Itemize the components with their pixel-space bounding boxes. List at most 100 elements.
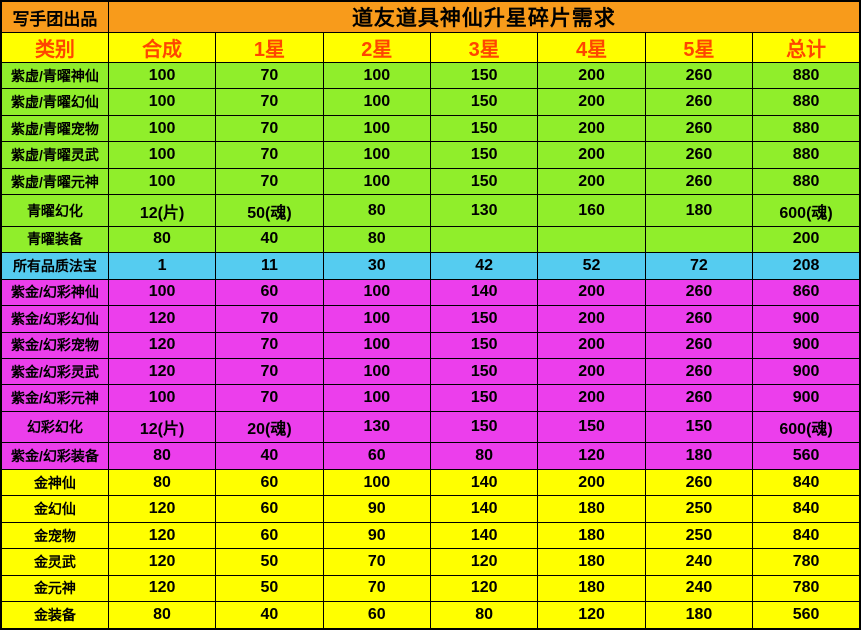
value-cell[interactable]: 100 [322,305,432,333]
value-cell[interactable] [537,225,646,254]
value-cell[interactable]: 100 [322,384,432,412]
value-cell[interactable]: 80 [322,225,432,254]
row-label-cell[interactable]: 紫虚/青曜灵武 [0,141,109,169]
value-cell[interactable]: 200 [537,114,646,143]
row-label-cell[interactable]: 紫虚/青曜元神 [0,167,109,196]
value-cell[interactable]: 560 [752,442,861,470]
value-cell[interactable]: 150 [429,114,539,143]
value-cell[interactable]: 240 [644,574,754,603]
value-cell[interactable]: 12(片) [107,194,217,227]
value-cell[interactable]: 200 [537,278,646,307]
row-label-cell[interactable]: 紫金/幻彩神仙 [0,278,109,307]
row-label-cell[interactable]: 紫金/幻彩元神 [0,384,109,412]
value-cell[interactable]: 150 [429,167,539,196]
value-cell[interactable]: 100 [107,61,217,90]
value-cell[interactable]: 60 [322,601,432,630]
value-cell[interactable]: 60 [215,278,324,307]
value-cell[interactable]: 100 [322,141,432,169]
value-cell[interactable]: 600(魂) [752,194,861,227]
value-cell[interactable]: 70 [215,88,324,116]
value-cell[interactable]: 180 [644,442,754,470]
value-cell[interactable]: 100 [322,358,432,386]
row-label-cell[interactable]: 紫虚/青曜幻仙 [0,88,109,116]
value-cell[interactable]: 40 [215,442,324,470]
value-cell[interactable]: 150 [429,384,539,412]
value-cell[interactable]: 150 [429,331,539,360]
row-label-cell[interactable]: 金装备 [0,601,109,630]
value-cell[interactable]: 260 [644,61,754,90]
value-cell[interactable]: 150 [537,410,646,444]
value-cell[interactable]: 200 [537,167,646,196]
value-cell[interactable]: 150 [429,410,539,444]
value-cell[interactable]: 70 [215,61,324,90]
value-cell[interactable]: 80 [107,225,217,254]
value-cell[interactable]: 180 [537,574,646,603]
value-cell[interactable]: 50(魂) [215,194,324,227]
row-label-cell[interactable]: 金灵武 [0,548,109,576]
column-header-synthesis[interactable]: 合成 [107,32,217,63]
value-cell[interactable]: 200 [537,141,646,169]
value-cell[interactable]: 250 [644,521,754,550]
value-cell[interactable]: 208 [752,252,861,280]
value-cell[interactable]: 150 [429,61,539,90]
value-cell[interactable]: 180 [644,194,754,227]
value-cell[interactable]: 200 [537,61,646,90]
value-cell[interactable]: 840 [752,468,861,497]
value-cell[interactable]: 42 [429,252,539,280]
value-cell[interactable]: 250 [644,495,754,523]
value-cell[interactable]: 840 [752,495,861,523]
value-cell[interactable]: 160 [537,194,646,227]
value-cell[interactable]: 70 [215,141,324,169]
value-cell[interactable]: 200 [537,331,646,360]
value-cell[interactable]: 60 [215,495,324,523]
value-cell[interactable]: 260 [644,305,754,333]
value-cell[interactable]: 260 [644,167,754,196]
value-cell[interactable]: 100 [322,278,432,307]
value-cell[interactable]: 40 [215,601,324,630]
value-cell[interactable]: 600(魂) [752,410,861,444]
value-cell[interactable]: 80 [429,442,539,470]
value-cell[interactable]: 880 [752,141,861,169]
value-cell[interactable]: 900 [752,331,861,360]
value-cell[interactable]: 80 [322,194,432,227]
value-cell[interactable]: 260 [644,114,754,143]
value-cell[interactable]: 90 [322,495,432,523]
value-cell[interactable]: 900 [752,305,861,333]
value-cell[interactable]: 70 [215,167,324,196]
value-cell[interactable]: 120 [537,601,646,630]
value-cell[interactable]: 70 [215,114,324,143]
value-cell[interactable]: 100 [322,114,432,143]
value-cell[interactable]: 180 [644,601,754,630]
value-cell[interactable]: 260 [644,384,754,412]
row-label-cell[interactable]: 青曜幻化 [0,194,109,227]
value-cell[interactable]: 20(魂) [215,410,324,444]
value-cell[interactable]: 260 [644,278,754,307]
value-cell[interactable]: 100 [107,141,217,169]
row-label-cell[interactable]: 紫虚/青曜宠物 [0,114,109,143]
value-cell[interactable]: 260 [644,88,754,116]
value-cell[interactable]: 120 [107,574,217,603]
value-cell[interactable]: 120 [107,495,217,523]
value-cell[interactable]: 100 [322,331,432,360]
value-cell[interactable]: 70 [322,574,432,603]
value-cell[interactable]: 100 [107,114,217,143]
value-cell[interactable]: 130 [429,194,539,227]
row-label-cell[interactable]: 金神仙 [0,468,109,497]
column-header-star3[interactable]: 3星 [429,32,539,63]
value-cell[interactable]: 80 [429,601,539,630]
value-cell[interactable]: 840 [752,521,861,550]
value-cell[interactable]: 50 [215,548,324,576]
value-cell[interactable] [429,225,539,254]
value-cell[interactable]: 120 [107,331,217,360]
value-cell[interactable]: 80 [107,442,217,470]
value-cell[interactable]: 900 [752,384,861,412]
value-cell[interactable]: 780 [752,548,861,576]
value-cell[interactable]: 880 [752,61,861,90]
value-cell[interactable]: 100 [107,278,217,307]
row-label-cell[interactable]: 紫金/幻彩宠物 [0,331,109,360]
value-cell[interactable]: 1 [107,252,217,280]
value-cell[interactable]: 140 [429,468,539,497]
value-cell[interactable]: 200 [537,468,646,497]
value-cell[interactable]: 200 [752,225,861,254]
value-cell[interactable]: 100 [322,468,432,497]
